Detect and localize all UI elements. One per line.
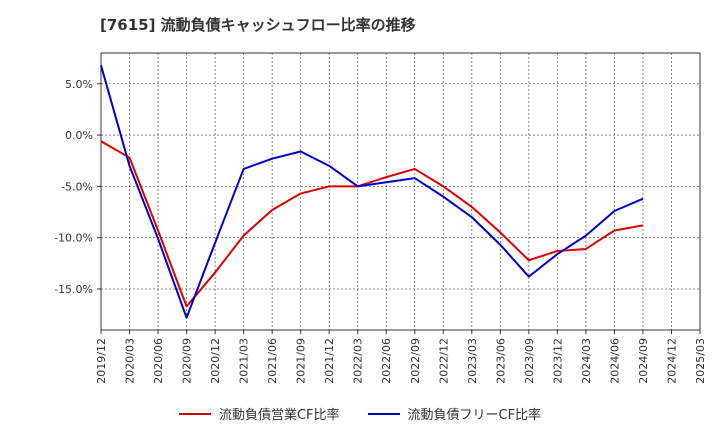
y-tick-label: 5.0% [65, 78, 93, 91]
x-tick-label: 2021/06 [266, 338, 279, 384]
series-line-free-cf [100, 65, 644, 319]
x-tick-label: 2023/06 [494, 338, 507, 384]
axes [97, 52, 701, 334]
y-tick-label: -10.0% [54, 232, 93, 245]
y-tick-label: 0.0% [65, 129, 93, 142]
series-line-operating-cf [100, 140, 644, 308]
x-tick-label: 2020/09 [181, 338, 194, 384]
legend-item-operating-cf: 流動負債営業CF比率 [178, 404, 340, 423]
x-tick-label: 2019/12 [95, 338, 108, 384]
chart-title: [7615] 流動負債キャッシュフロー比率の推移 [100, 16, 416, 34]
legend-label-free-cf: 流動負債フリーCF比率 [407, 408, 542, 423]
series-lines [100, 65, 644, 319]
legend-swatch-operating-cf [178, 412, 211, 415]
x-tick-label: 2023/09 [523, 338, 536, 384]
x-tick-label: 2020/03 [124, 338, 137, 384]
x-tick-label: 2022/09 [409, 338, 422, 384]
x-tick-label: 2020/06 [152, 338, 165, 384]
x-tick-label: 2022/03 [352, 338, 365, 384]
x-tick-label: 2021/12 [323, 338, 336, 384]
x-tick-label: 2024/12 [665, 338, 678, 384]
y-tick-labels: 5.0% 0.0% -5.0% -10.0% -15.0% [54, 78, 93, 296]
y-tick-label: -5.0% [61, 180, 93, 193]
x-tick-label: 2023/03 [466, 338, 479, 384]
legend-swatch-free-cf [367, 412, 400, 415]
plot-frame [100, 52, 701, 331]
x-tick-label: 2025/03 [694, 338, 707, 384]
y-tick-label: -15.0% [54, 283, 93, 296]
grid-lines [101, 53, 700, 330]
x-tick-label: 2023/12 [551, 338, 564, 384]
x-tick-label: 2021/09 [295, 338, 308, 384]
legend: 流動負債営業CF比率 流動負債フリーCF比率 [0, 404, 720, 423]
x-tick-label: 2024/09 [637, 338, 650, 384]
x-tick-label: 2024/03 [580, 338, 593, 384]
x-tick-label: 2021/03 [238, 338, 251, 384]
x-tick-label: 2024/06 [608, 338, 621, 384]
x-tick-labels: 2019/12 2020/03 2020/06 2020/09 2020/12 2021/… [95, 338, 707, 384]
legend-item-free-cf: 流動負債フリーCF比率 [367, 404, 542, 423]
x-tick-label: 2022/12 [437, 338, 450, 384]
x-tick-label: 2020/12 [209, 338, 222, 384]
x-tick-label: 2022/06 [380, 338, 393, 384]
legend-label-operating-cf: 流動負債営業CF比率 [218, 408, 340, 423]
